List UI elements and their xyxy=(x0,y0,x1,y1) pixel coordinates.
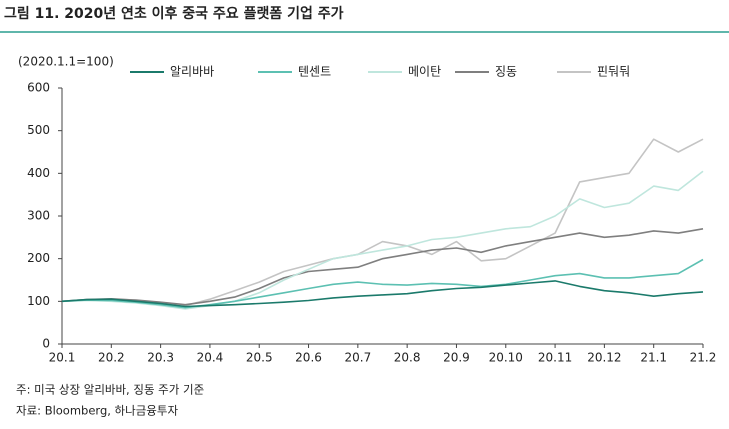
x-tick-label: 20.8 xyxy=(394,351,421,365)
series-line xyxy=(61,258,704,309)
legend-label: 핀둬둬 xyxy=(597,65,630,79)
y-tick-label: 200 xyxy=(27,251,50,265)
y-tick-label: 100 xyxy=(27,294,50,308)
x-tick-label: 20.5 xyxy=(246,351,273,365)
series-line xyxy=(61,138,704,307)
x-tick-label: 20.9 xyxy=(443,351,470,365)
series-line xyxy=(61,228,704,306)
legend-label: 메이탄 xyxy=(408,65,441,79)
y-tick-label: 600 xyxy=(27,81,50,95)
x-tick-label: 20.11 xyxy=(538,351,572,365)
y-tick-label: 0 xyxy=(42,337,50,351)
legend-label: 알리바바 xyxy=(170,65,214,79)
series-line xyxy=(61,280,704,308)
source: 자료: Bloomberg, 하나금융투자 xyxy=(16,404,178,418)
y-axis-label: (2020.1.1=100) xyxy=(18,55,114,69)
x-tick-label: 21.1 xyxy=(640,351,667,365)
chart-title: 그림 11. 2020년 연초 이후 중국 주요 플랫폼 기업 주가 xyxy=(4,5,344,22)
x-tick-label: 20.12 xyxy=(587,351,621,365)
x-tick-label: 20.6 xyxy=(295,351,322,365)
series-line xyxy=(61,170,704,310)
y-tick-label: 300 xyxy=(27,209,50,223)
x-tick-label: 20.1 xyxy=(49,351,76,365)
legend-label: 텐센트 xyxy=(298,65,331,79)
legend-label: 징동 xyxy=(495,65,517,79)
x-tick-label: 21.2 xyxy=(690,351,717,365)
y-tick-label: 400 xyxy=(27,166,50,180)
x-tick-label: 20.10 xyxy=(489,351,523,365)
x-tick-label: 20.2 xyxy=(98,351,125,365)
x-tick-label: 20.4 xyxy=(197,351,224,365)
x-tick-label: 20.3 xyxy=(147,351,174,365)
x-tick-label: 20.7 xyxy=(344,351,371,365)
y-tick-label: 500 xyxy=(27,123,50,137)
note: 주: 미국 상장 알리바바, 징동 주가 기준 xyxy=(16,383,204,397)
